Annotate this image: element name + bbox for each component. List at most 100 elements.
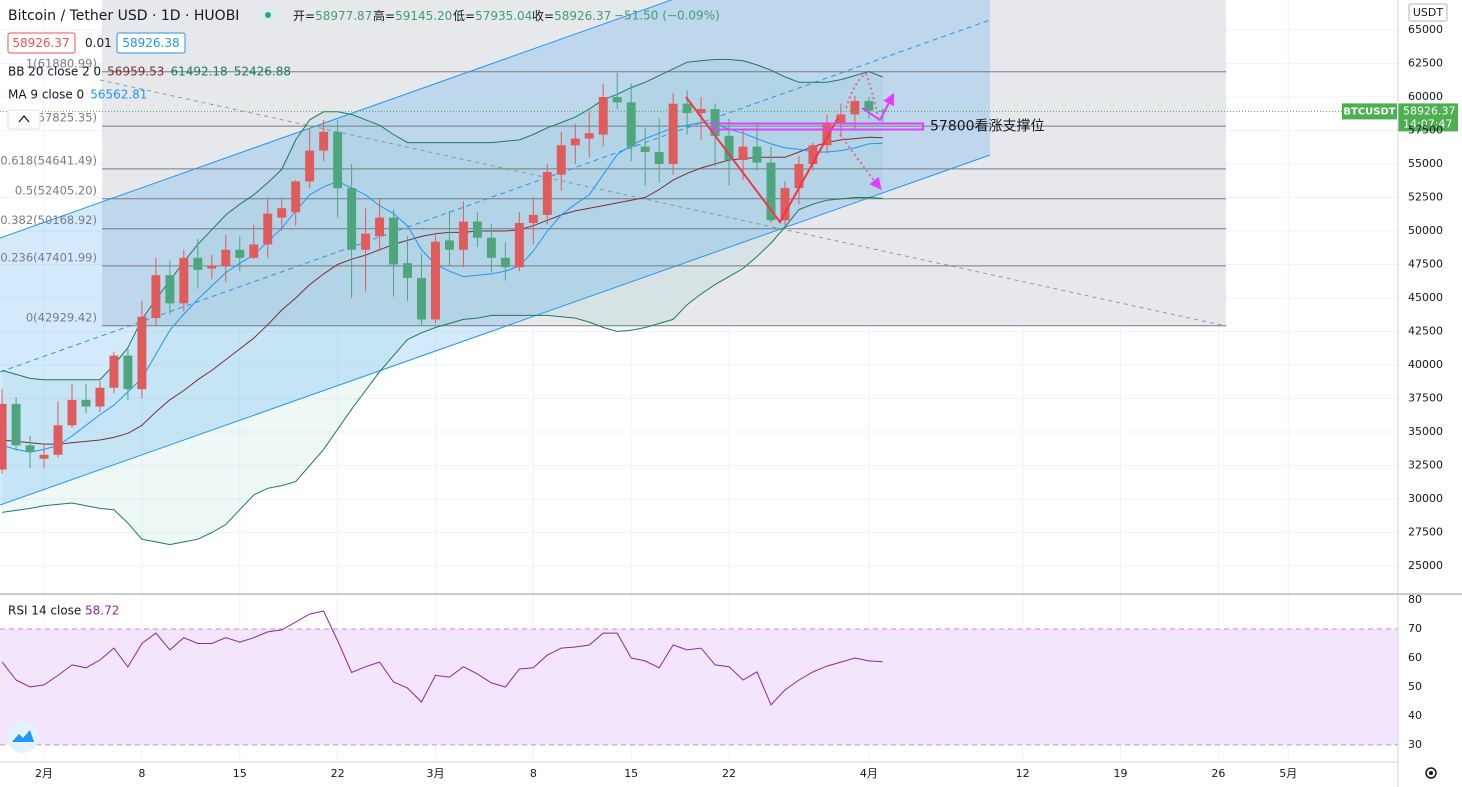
candles <box>0 72 888 474</box>
indicator-label: BB 20 close 2 0 <box>8 65 101 79</box>
rsi-line <box>1 610 883 706</box>
buy-box[interactable] <box>116 32 186 54</box>
settings-icon[interactable] <box>1425 767 1437 779</box>
candle-body <box>179 257 189 304</box>
y-tick-label: 37500 <box>1408 392 1443 405</box>
ohlc-item: 开=58977.87 <box>293 9 372 23</box>
candle-body <box>738 146 748 160</box>
ohlc-header: 开=58977.87 高=59145.20 低=57935.04 收=58926.37… <box>293 8 720 23</box>
candle-body <box>458 221 468 250</box>
candle-body <box>570 138 580 146</box>
candle-body <box>724 135 734 160</box>
fib-label: 0.382(50168.92) <box>0 213 97 227</box>
indicator-legend: BB 20 close 2 0 56959.53 61492.18 52426.88 M… <box>8 65 291 102</box>
x-tick-label: 4月 <box>860 767 878 780</box>
candle-body <box>836 114 846 123</box>
candle-body <box>403 263 412 278</box>
x-tick-label: 22 <box>331 767 345 780</box>
candle-body <box>207 265 217 269</box>
candle-body <box>95 387 105 407</box>
candle-body <box>682 103 692 114</box>
candle-body <box>109 355 119 388</box>
y-tick-label: 32500 <box>1408 459 1443 472</box>
candle-body <box>696 109 706 114</box>
candle-body <box>486 237 496 258</box>
indicator-lines <box>1 59 883 546</box>
candle-body <box>500 257 510 268</box>
candle-body <box>417 277 426 320</box>
candle-body <box>11 403 21 446</box>
ohlc-key: 收= <box>532 9 554 23</box>
indicator-readout: 56959.53 <box>107 65 164 79</box>
y-tick-label: 60000 <box>1408 90 1443 103</box>
indicator-readout: 61492.18 <box>170 65 227 79</box>
x-tick-label: 19 <box>1113 767 1127 780</box>
candle-body <box>39 454 49 459</box>
x-tick-label: 26 <box>1211 767 1225 780</box>
symbol-tag <box>1342 103 1397 120</box>
y-tick-label: 52500 <box>1408 191 1443 204</box>
candle-body <box>584 133 594 139</box>
ohlc-key: 低= <box>453 9 475 23</box>
candle-body <box>780 188 790 221</box>
ohlc-key: 高= <box>373 8 395 23</box>
candle-body <box>444 240 454 250</box>
candle-body <box>822 122 832 146</box>
candle-body <box>472 221 482 238</box>
candle-body <box>67 399 77 426</box>
candle-body <box>151 275 161 319</box>
logo-bg[interactable] <box>7 721 39 753</box>
y-tick-label: 55000 <box>1408 157 1443 170</box>
y-tick-label: 62500 <box>1408 57 1443 70</box>
ohlc-item: 低=57935.04 <box>453 9 532 23</box>
y-tick-label: 47500 <box>1408 258 1443 271</box>
candle-body <box>514 222 524 268</box>
v-pattern <box>685 96 839 224</box>
x-tick-label: 2月 <box>35 767 53 780</box>
unit-box[interactable] <box>1408 3 1448 22</box>
candle-body <box>389 217 399 265</box>
x-tick-label: 8 <box>138 767 145 780</box>
candle-body <box>81 399 91 407</box>
channel-lower <box>0 154 991 506</box>
candle-body <box>654 151 664 165</box>
x-tick-label: 8 <box>530 767 537 780</box>
candle-body <box>263 213 273 245</box>
candle-body <box>235 249 245 258</box>
collapse-button[interactable] <box>7 109 41 130</box>
indicator-line <box>2 197 883 546</box>
indicator-label: MA 9 close 0 <box>8 88 84 102</box>
candle-body <box>542 172 552 215</box>
bb-band <box>2 59 883 545</box>
candle-body <box>794 164 804 189</box>
chart-title: Bitcoin / Tether USD · 1D · HUOBI <box>8 8 239 24</box>
change: −51.50 (−0.09%) <box>614 9 720 23</box>
candle-body <box>598 97 608 135</box>
fib-label: 0.236(47401.99) <box>0 250 97 264</box>
ohlc-value: 59145.20 <box>395 9 452 23</box>
rsi-band <box>0 629 1398 745</box>
sell-box[interactable] <box>7 32 76 54</box>
indicator-line <box>1 121 883 453</box>
bb-fill <box>2 59 883 545</box>
candle-body <box>752 146 762 163</box>
candle-body <box>221 249 231 266</box>
ohlc-key: 开= <box>293 9 315 23</box>
candle-body <box>319 131 329 151</box>
rsi-title: RSI 14 close <box>8 604 81 618</box>
support-label: 57800看涨支撑位 <box>930 118 1045 134</box>
status-dot <box>265 12 271 18</box>
channel-upper <box>0 0 673 239</box>
channel-mid <box>0 19 991 373</box>
y-tick-label: 50000 <box>1408 224 1443 237</box>
candle-body <box>0 403 7 470</box>
candle-body <box>640 146 650 152</box>
x-tick-label: 15 <box>233 767 247 780</box>
rsi-tick-label: 80 <box>1408 593 1422 606</box>
candle-body <box>25 445 35 453</box>
rsi-pane <box>0 610 1398 746</box>
price-tag <box>1398 103 1458 132</box>
x-tick-label: 3月 <box>426 767 444 780</box>
candle-body <box>375 217 385 237</box>
ohlc-item: 高=59145.20 <box>373 8 452 23</box>
